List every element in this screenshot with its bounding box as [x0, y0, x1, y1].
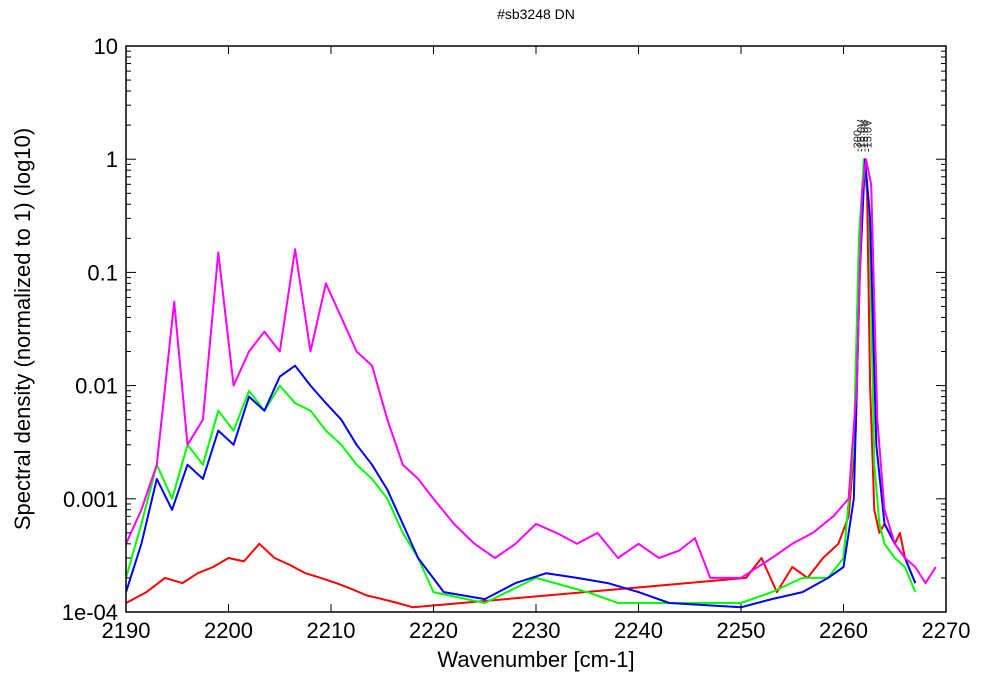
x-tick-label: 2230: [512, 618, 561, 643]
peak-label: -15.0V: [856, 119, 868, 152]
axis-ticks: 2190 2200 2210 2220 2230 2240 2250 2260 2270 1e-0…: [62, 34, 971, 643]
chart-title: #sb3248 DN: [497, 6, 575, 22]
y-tick-label: 0.001: [63, 487, 118, 512]
series-line-1: [126, 158, 917, 609]
peak-label: -300: [852, 130, 864, 152]
x-tick-label: 2200: [204, 618, 253, 643]
peak-label: -15.0V: [863, 119, 875, 152]
peak-label: -15.0V: [859, 119, 871, 152]
y-tick-label: 0.1: [87, 260, 118, 285]
y-tick-label: 1e-04: [62, 600, 118, 625]
y-tick-label: 10: [94, 34, 118, 59]
x-tick-label: 2240: [614, 618, 663, 643]
x-tick-label: 2260: [819, 618, 868, 643]
x-tick-label: 2220: [409, 618, 458, 643]
peak-labels: -300-15.0V-15.0V-15.0V: [852, 119, 875, 152]
y-tick-label: 0.01: [75, 374, 118, 399]
x-tick-label: 2250: [717, 618, 766, 643]
x-tick-label: 2270: [922, 618, 971, 643]
plot-area: [126, 158, 937, 609]
x-tick-label: 2190: [102, 618, 151, 643]
series-line-4: [126, 158, 937, 585]
x-tick-label: 2210: [307, 618, 356, 643]
y-axis-title: Spectral density (normalized to 1) (log1…: [10, 128, 35, 530]
y-tick-label: 1: [106, 147, 118, 172]
x-axis-title: Wavenumber [cm-1]: [437, 647, 634, 672]
